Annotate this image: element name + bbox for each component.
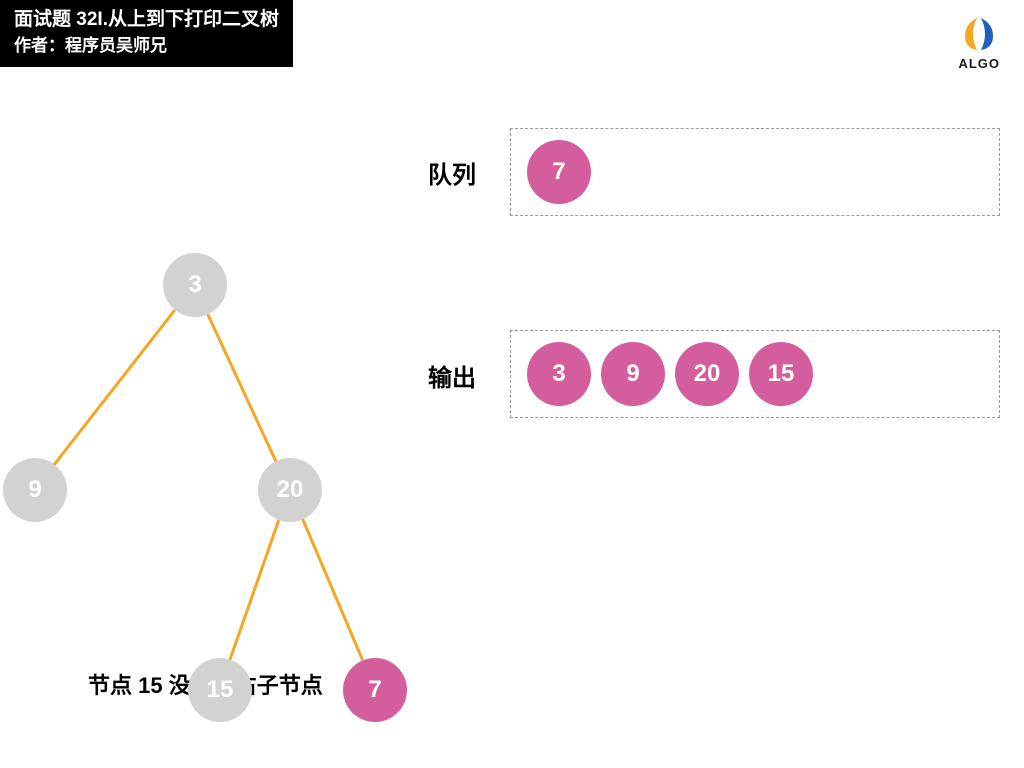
output-box: 392015	[510, 330, 1000, 418]
queue-box: 7	[510, 128, 1000, 216]
queue-label: 队列	[428, 155, 476, 190]
binary-tree: 3920157	[0, 120, 420, 640]
algo-logo: ALGO	[958, 14, 1000, 71]
author-line: 作者：程序员吴师兄	[14, 35, 279, 57]
header-box: 面试题 32I.从上到下打印二叉树 作者：程序员吴师兄	[0, 0, 293, 67]
tree-node: 15	[188, 658, 252, 722]
tree-edge	[301, 519, 363, 661]
list-node: 20	[675, 342, 739, 406]
tree-edge	[229, 520, 280, 660]
output-label: 输出	[428, 358, 476, 393]
tree-node: 9	[3, 458, 67, 522]
list-node: 7	[527, 140, 591, 204]
list-node: 9	[601, 342, 665, 406]
tree-node: 7	[343, 658, 407, 722]
problem-title: 面试题 32I.从上到下打印二叉树	[14, 8, 279, 33]
list-node: 15	[749, 342, 813, 406]
tree-node: 20	[258, 458, 322, 522]
algo-logo-icon	[959, 14, 999, 54]
tree-node: 3	[163, 253, 227, 317]
tree-edge	[54, 309, 177, 465]
list-node: 3	[527, 342, 591, 406]
algo-logo-text: ALGO	[958, 56, 1000, 71]
tree-edge	[207, 314, 277, 462]
